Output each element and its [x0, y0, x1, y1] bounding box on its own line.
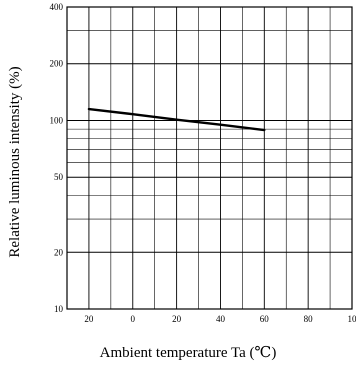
- x-tick-label: 40: [216, 314, 226, 324]
- plot-frame: [66, 6, 353, 310]
- y-tick-label: 100: [50, 115, 64, 125]
- x-tick-label: 10: [348, 314, 356, 324]
- grid: [67, 7, 352, 309]
- y-axis-label: Relative luminous intensity (%): [7, 66, 23, 257]
- y-tick-labels: 10 20 50 100 200 400: [50, 2, 64, 314]
- series-line: [87, 107, 266, 132]
- y-tick-label: 400: [50, 2, 64, 12]
- series-layer: [87, 107, 266, 132]
- y-tick-label: 200: [50, 59, 64, 69]
- x-tick-label: 20: [84, 314, 94, 324]
- x-tick-label: 80: [304, 314, 314, 324]
- x-tick-labels: 20 0 20 40 60 80 10: [84, 314, 356, 324]
- x-tick-label: 60: [260, 314, 270, 324]
- y-tick-label: 50: [54, 172, 64, 182]
- y-tick-label: 10: [54, 304, 64, 314]
- x-axis-label: Ambient temperature Ta (℃): [100, 345, 277, 361]
- x-tick-label: 20: [172, 314, 182, 324]
- x-tick-label: 0: [131, 314, 136, 324]
- y-tick-label: 20: [54, 247, 64, 257]
